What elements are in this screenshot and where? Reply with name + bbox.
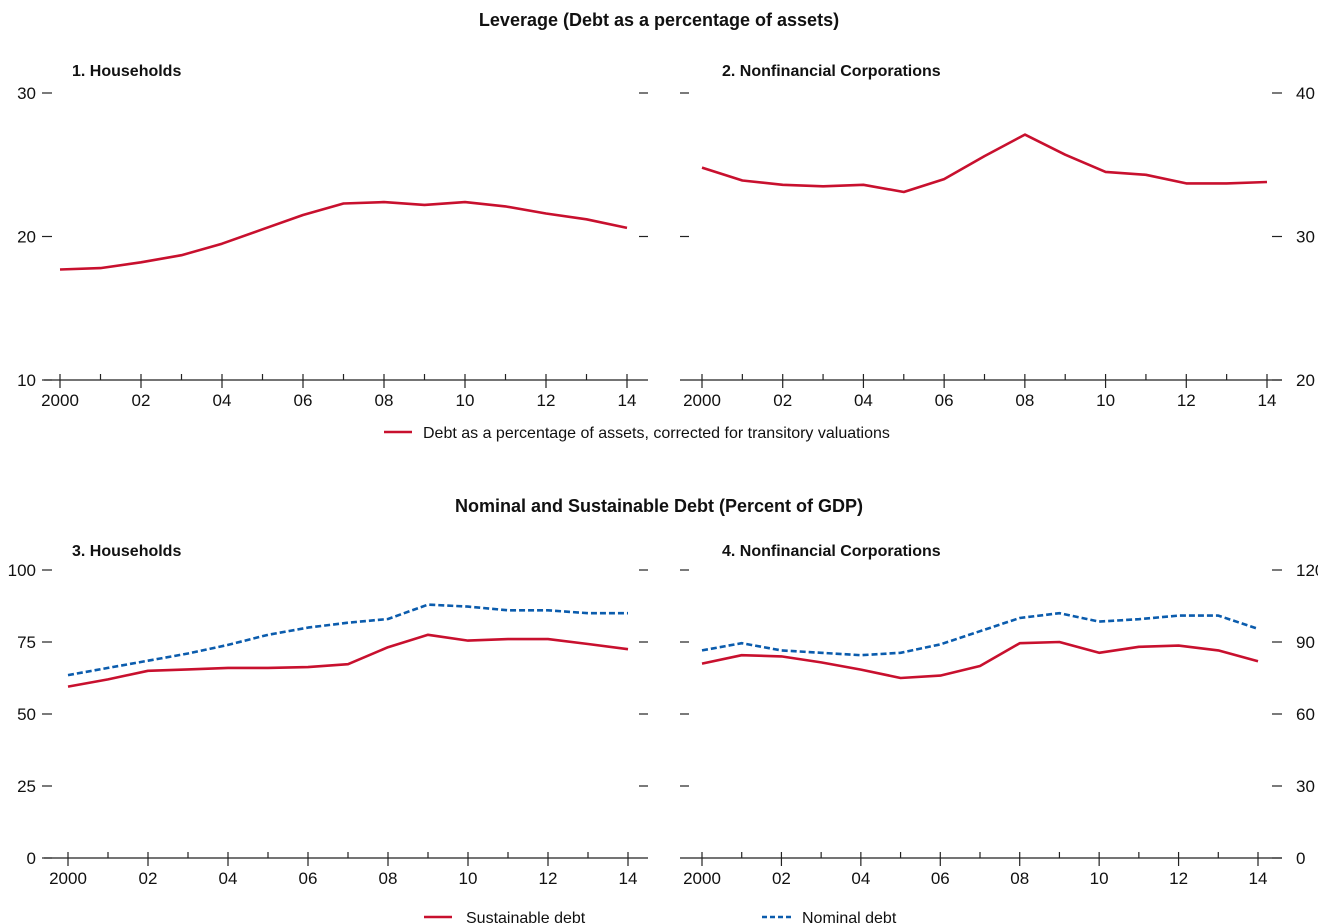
- x-tick-label: 12: [1177, 391, 1196, 410]
- y-tick-label: 75: [17, 633, 36, 652]
- x-tick-label: 14: [1258, 391, 1277, 410]
- legend-label-debt-assets: Debt as a percentage of assets, correcte…: [423, 425, 890, 442]
- x-tick-label: 02: [139, 869, 158, 888]
- x-tick-label: 04: [219, 869, 238, 888]
- panel-title-households-debt: 3. Households: [72, 543, 181, 560]
- y-tick-label: 30: [17, 84, 36, 103]
- x-tick-label: 08: [1015, 391, 1034, 410]
- x-tick-label: 2000: [683, 869, 721, 888]
- series-line-sustainable-debt: [67, 633, 629, 688]
- x-tick-label: 2000: [49, 869, 87, 888]
- x-tick-label: 06: [935, 391, 954, 410]
- y-tick-label: 0: [1296, 849, 1305, 868]
- y-tick-label: 0: [27, 849, 36, 868]
- y-tick-label: 30: [1296, 777, 1315, 796]
- y-tick-label: 50: [17, 705, 36, 724]
- legend-label-nominal: Nominal debt: [802, 910, 897, 924]
- x-tick-label: 2000: [683, 391, 721, 410]
- x-tick-label: 04: [213, 391, 232, 410]
- x-tick-label: 06: [294, 391, 313, 410]
- x-tick-label: 02: [132, 391, 151, 410]
- panel-title-households-leverage: 1. Households: [72, 63, 181, 80]
- x-tick-label: 10: [1096, 391, 1115, 410]
- x-tick-label: 14: [618, 391, 637, 410]
- x-tick-label: 10: [459, 869, 478, 888]
- series-line-nominal-debt: [701, 611, 1259, 657]
- x-tick-label: 12: [537, 391, 556, 410]
- section-title-leverage: Leverage (Debt as a percentage of assets…: [479, 10, 839, 30]
- chart-corporations-leverage: 20 30 40 2000 02 04 06 08 10 12 14: [680, 84, 1315, 410]
- x-tick-label: 06: [931, 869, 950, 888]
- x-tick-label: 08: [379, 869, 398, 888]
- x-tick-label: 10: [456, 391, 475, 410]
- y-tick-label: 20: [17, 228, 36, 247]
- x-tick-label: 12: [1169, 869, 1188, 888]
- y-tick-label: 30: [1296, 228, 1315, 247]
- y-tick-label: 90: [1296, 633, 1315, 652]
- x-tick-label: 04: [854, 391, 873, 410]
- section-title-debt: Nominal and Sustainable Debt (Percent of…: [455, 496, 863, 516]
- x-tick-label: 06: [299, 869, 318, 888]
- x-tick-label: 14: [1249, 869, 1268, 888]
- chart-households-leverage: 10 20 30 2000 02 04 06 08 10 12 14: [17, 84, 648, 410]
- x-tick-label: 10: [1090, 869, 1109, 888]
- legend-label-sustainable: Sustainable debt: [466, 910, 586, 924]
- series-line-nominal-debt: [67, 603, 628, 677]
- x-tick-label: 02: [773, 391, 792, 410]
- y-tick-label: 120: [1296, 561, 1318, 580]
- series-line-sustainable-debt: [701, 640, 1259, 680]
- x-tick-label: 2000: [41, 391, 79, 410]
- x-tick-label: 08: [375, 391, 394, 410]
- y-tick-label: 40: [1296, 84, 1315, 103]
- chart-households-debt: 0 25 50 75 100 2000 02 04 06 08 10 12 14: [8, 561, 648, 888]
- y-tick-label: 60: [1296, 705, 1315, 724]
- series-line-debt-as-a-percentage-of-assets-corrected-for-transitory-valuations: [701, 133, 1268, 194]
- x-tick-label: 14: [619, 869, 638, 888]
- x-tick-label: 12: [539, 869, 558, 888]
- panel-title-corporations-leverage: 2. Nonfinancial Corporations: [722, 63, 941, 80]
- y-tick-label: 10: [17, 371, 36, 390]
- x-tick-label: 02: [772, 869, 791, 888]
- legend-leverage: Debt as a percentage of assets, correcte…: [384, 425, 890, 442]
- y-tick-label: 25: [17, 777, 36, 796]
- x-tick-label: 08: [1010, 869, 1029, 888]
- y-tick-label: 100: [8, 561, 36, 580]
- series-line-debt-as-a-percentage-of-assets-corrected-for-transitory-valuations: [59, 200, 628, 271]
- legend-debt: Sustainable debt Nominal debt: [424, 910, 897, 924]
- panel-title-corporations-debt: 4. Nonfinancial Corporations: [722, 543, 941, 560]
- x-tick-label: 04: [851, 869, 870, 888]
- y-tick-label: 20: [1296, 371, 1315, 390]
- chart-corporations-debt: 0 30 60 90 120 2000 02 04 06 08 10 12 14: [680, 561, 1318, 888]
